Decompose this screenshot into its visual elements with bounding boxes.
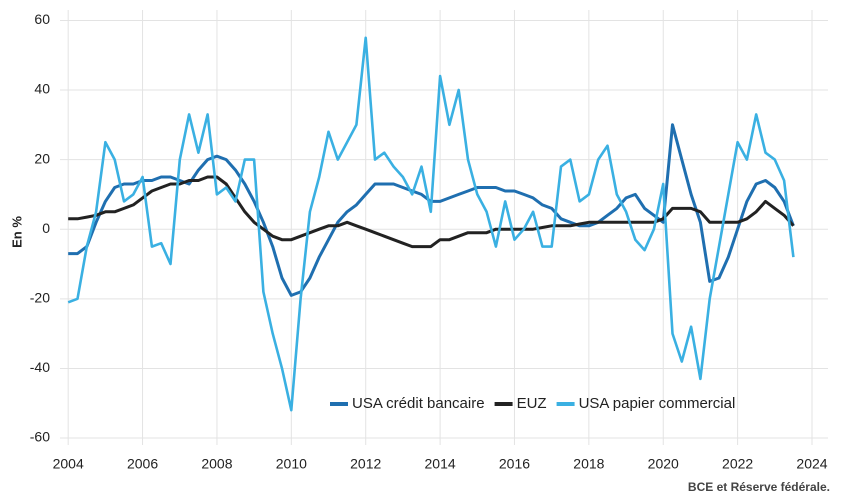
x-tick-label: 2018 (573, 456, 604, 472)
y-tick-label: 0 (42, 220, 50, 236)
x-tick-label: 2004 (53, 456, 84, 472)
legend: USA crédit bancaire EUZ USA papier commerc… (330, 395, 735, 412)
x-tick-label: 2010 (276, 456, 307, 472)
y-tick-label: 60 (34, 11, 50, 27)
legend-label: USA papier commercial (579, 395, 736, 412)
x-tick-label: 2016 (499, 456, 530, 472)
series-line (68, 175, 795, 249)
source: BCE et Réserve fédérale. (688, 480, 830, 494)
series-line (67, 36, 795, 412)
y-tick-label: -20 (30, 290, 50, 306)
x-tick-label: 2024 (796, 456, 827, 472)
legend-label: EUZ (517, 395, 547, 412)
x-tick-label: 2020 (648, 456, 679, 472)
legend-label: USA crédit bancaire (352, 395, 485, 412)
y-tick-label: -60 (30, 429, 50, 445)
x-tick-label: 2006 (127, 456, 158, 472)
y-tick-label: 20 (34, 150, 50, 166)
y-tick-label: 40 (34, 81, 50, 97)
x-tick-label: 2012 (350, 456, 381, 472)
y-axis-label: En % (9, 216, 24, 248)
x-tick-label: 2022 (722, 456, 753, 472)
y-tick-label: -40 (30, 359, 50, 375)
x-tick-label: 2008 (201, 456, 232, 472)
x-tick-label: 2014 (425, 456, 456, 472)
